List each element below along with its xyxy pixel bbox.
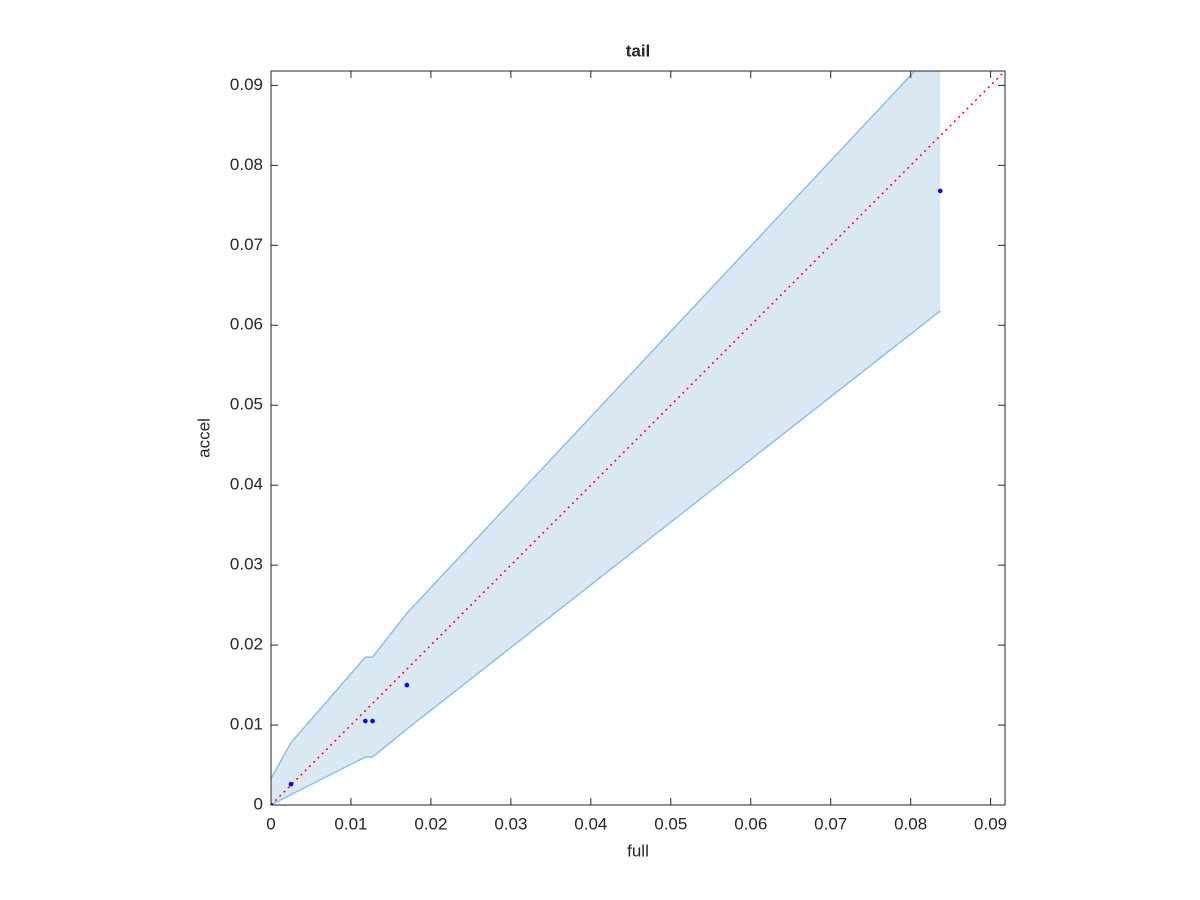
chart-title: tail	[626, 41, 651, 60]
band-upper-edge	[271, 71, 916, 779]
x-tick-label: 0.03	[494, 814, 527, 833]
x-tick-label: 0.04	[574, 814, 607, 833]
x-tick-label: 0.06	[734, 814, 767, 833]
y-tick-label: 0.01	[230, 715, 263, 734]
x-tick-label: 0.09	[974, 814, 1007, 833]
data-point	[370, 718, 375, 724]
axes: 0 0.01 0.02 0.03 0.04 0.05 0.06 0.07 0.08 0.09 0 0.…	[230, 70, 1007, 833]
reference-line	[271, 71, 1005, 805]
x-tick-label: 0.02	[414, 814, 447, 833]
x-tick-label: 0.08	[894, 814, 927, 833]
x-tick-label: 0.07	[814, 814, 847, 833]
x-tick-label: 0.01	[334, 814, 367, 833]
y-tick-label: 0.04	[230, 475, 263, 494]
data-point	[363, 718, 368, 724]
y-tick-label: 0.02	[230, 635, 263, 654]
band-lower-edge	[271, 310, 941, 805]
data-point	[271, 802, 274, 805]
data-point	[937, 188, 943, 194]
confidence-band	[271, 71, 941, 805]
axes-box	[270, 70, 1006, 806]
y-tick-label: 0.06	[230, 315, 263, 334]
y-axis-label: accel	[194, 418, 213, 458]
y-tick-label: 0.03	[230, 555, 263, 574]
y-tick-label: 0.09	[230, 75, 263, 94]
x-axis-label: full	[627, 841, 649, 860]
plot-area	[271, 71, 1005, 805]
y-tick-label: 0.07	[230, 235, 263, 254]
y-tick-label: 0.05	[230, 395, 263, 414]
y-tick-label: 0	[254, 794, 263, 813]
x-tick-label: 0.05	[654, 814, 687, 833]
data-point	[288, 781, 294, 787]
x-tick-label: 0	[266, 814, 275, 833]
data-point	[404, 682, 410, 688]
y-tick-label: 0.08	[230, 155, 263, 174]
